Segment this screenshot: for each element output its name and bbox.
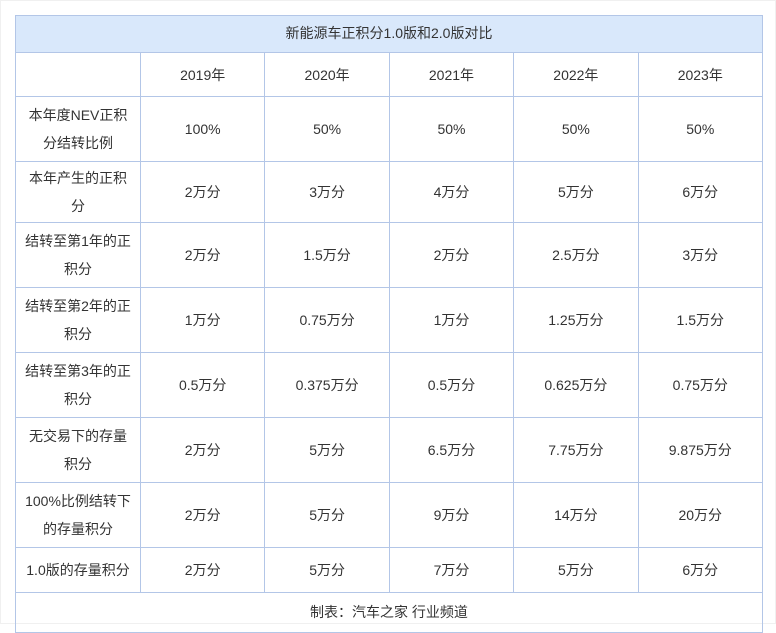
value-cell: 14万分 — [513, 482, 639, 548]
value-cell: 50% — [264, 96, 390, 162]
value-cell: 50% — [513, 96, 639, 162]
value-cell: 2.5万分 — [513, 222, 639, 288]
table-row-stock-v1: 1.0版的存量积分 2万分 5万分 7万分 5万分 6万分 — [15, 547, 764, 593]
value-cell: 50% — [388, 96, 515, 162]
value-cell: 7.75万分 — [513, 417, 639, 483]
value-cell: 3万分 — [264, 161, 390, 223]
table-header-row: 2019年 2020年 2021年 2022年 2023年 — [15, 52, 764, 97]
value-cell: 2万分 — [139, 417, 266, 483]
value-cell: 1万分 — [139, 287, 266, 353]
header-cell-2019: 2019年 — [139, 52, 266, 97]
value-cell: 1.5万分 — [637, 287, 764, 353]
value-cell: 2万分 — [139, 161, 266, 223]
value-cell: 9.875万分 — [637, 417, 764, 483]
value-cell: 5万分 — [513, 161, 639, 223]
table-row-stock-full-carryover: 100%比例结转下的存量积分 2万分 5万分 9万分 14万分 20万分 — [15, 482, 764, 548]
row-label-cell: 本年度NEV正积分结转比例 — [15, 96, 141, 162]
row-label-cell: 100%比例结转下的存量积分 — [15, 482, 141, 548]
value-cell: 1.5万分 — [264, 222, 390, 288]
nev-credit-comparison-table: 新能源车正积分1.0版和2.0版对比 2019年 2020年 2021年 202… — [15, 15, 764, 633]
row-label-cell: 结转至第3年的正积分 — [15, 352, 141, 418]
value-cell: 5万分 — [513, 547, 639, 593]
value-cell: 1万分 — [388, 287, 515, 353]
value-cell: 3万分 — [637, 222, 764, 288]
table-title: 新能源车正积分1.0版和2.0版对比 — [15, 15, 763, 53]
value-cell: 5万分 — [264, 482, 390, 548]
header-cell-2021: 2021年 — [388, 52, 515, 97]
header-cell-2023: 2023年 — [637, 52, 764, 97]
value-cell: 7万分 — [388, 547, 515, 593]
row-label-cell: 无交易下的存量积分 — [15, 417, 141, 483]
value-cell: 20万分 — [637, 482, 764, 548]
table-title-row: 新能源车正积分1.0版和2.0版对比 — [15, 15, 763, 53]
value-cell: 5万分 — [264, 417, 390, 483]
value-cell: 6万分 — [637, 547, 764, 593]
value-cell: 0.5万分 — [388, 352, 515, 418]
value-cell: 1.25万分 — [513, 287, 639, 353]
value-cell: 2万分 — [139, 482, 266, 548]
row-label-cell: 1.0版的存量积分 — [15, 547, 141, 593]
table-footer-credit: 制表：汽车之家 行业频道 — [15, 592, 763, 633]
table-row-stock-no-trade: 无交易下的存量积分 2万分 5万分 6.5万分 7.75万分 9.875万分 — [15, 417, 764, 483]
row-label-cell: 结转至第1年的正积分 — [15, 222, 141, 288]
value-cell: 6.5万分 — [388, 417, 515, 483]
table-row-carryover-ratio: 本年度NEV正积分结转比例 100% 50% 50% 50% 50% — [15, 96, 764, 162]
value-cell: 2万分 — [139, 547, 266, 593]
header-cell-2020: 2020年 — [264, 52, 390, 97]
row-label-cell: 结转至第2年的正积分 — [15, 287, 141, 353]
value-cell: 0.625万分 — [513, 352, 639, 418]
row-label-cell: 本年产生的正积分 — [15, 161, 141, 223]
value-cell: 50% — [637, 96, 764, 162]
table-footer-row: 制表：汽车之家 行业频道 — [15, 592, 763, 633]
value-cell: 0.75万分 — [264, 287, 390, 353]
value-cell: 2万分 — [139, 222, 266, 288]
table-row-carryover-year2: 结转至第2年的正积分 1万分 0.75万分 1万分 1.25万分 1.5万分 — [15, 287, 764, 353]
value-cell: 2万分 — [388, 222, 515, 288]
header-cell-2022: 2022年 — [513, 52, 639, 97]
header-cell-empty — [15, 52, 141, 97]
table-row-generated-credits: 本年产生的正积分 2万分 3万分 4万分 5万分 6万分 — [15, 161, 764, 223]
value-cell: 0.375万分 — [264, 352, 390, 418]
value-cell: 0.75万分 — [637, 352, 764, 418]
table-row-carryover-year3: 结转至第3年的正积分 0.5万分 0.375万分 0.5万分 0.625万分 0… — [15, 352, 764, 418]
value-cell: 9万分 — [388, 482, 515, 548]
value-cell: 0.5万分 — [139, 352, 266, 418]
value-cell: 5万分 — [264, 547, 390, 593]
value-cell: 6万分 — [637, 161, 764, 223]
table-row-carryover-year1: 结转至第1年的正积分 2万分 1.5万分 2万分 2.5万分 3万分 — [15, 222, 764, 288]
value-cell: 4万分 — [388, 161, 515, 223]
value-cell: 100% — [139, 96, 266, 162]
